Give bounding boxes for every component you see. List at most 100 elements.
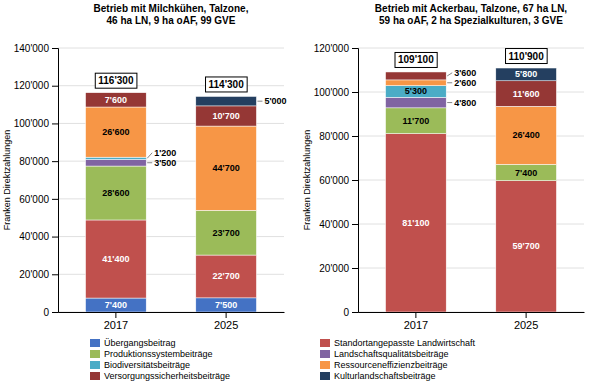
total-box xyxy=(506,49,548,64)
y-tick-label: 60'000 xyxy=(319,175,349,186)
total-box xyxy=(206,77,248,92)
chart-svg: 020'00040'00060'00080'000100'000120'0001… xyxy=(0,0,600,386)
y-tick: 60'000 xyxy=(19,194,58,205)
leader-line xyxy=(447,82,452,83)
data-label: 1'200 xyxy=(154,148,176,158)
y-tick-label: 0 xyxy=(43,307,49,318)
data-label: 4'800 xyxy=(454,98,476,108)
legend-swatch xyxy=(90,372,100,380)
panel: 020'00040'00060'00080'000100'000120'0002… xyxy=(302,3,585,331)
legend-label: Ressourceneffizienzbeiträge xyxy=(334,360,447,370)
chart-title: Betrieb mit Milchkühen, Talzone,46 ha LN… xyxy=(94,3,249,26)
y-tick-mark xyxy=(52,48,58,49)
bar-segment xyxy=(386,108,447,134)
bar-segment xyxy=(196,96,257,105)
y-tick-mark xyxy=(52,123,58,124)
legend-swatch xyxy=(90,339,100,347)
grid-line xyxy=(58,48,284,49)
x-tick-mark xyxy=(115,312,116,318)
legend-item: Landschaftsqualitätsbeiträge xyxy=(320,349,449,359)
y-tick-label: 20'000 xyxy=(319,263,349,274)
x-tick-mark xyxy=(415,312,416,318)
y-tick-label: 0 xyxy=(343,307,349,318)
legend-swatch xyxy=(320,361,330,369)
x-axis: 2017 2025 xyxy=(59,312,285,331)
leader-line xyxy=(257,101,262,102)
y-tick: 80'000 xyxy=(319,131,358,142)
leader-line xyxy=(447,73,452,76)
y-tick: 40'000 xyxy=(19,231,58,242)
data-label: 7'400 xyxy=(515,168,537,178)
bar-segment xyxy=(386,86,447,98)
bar-segment xyxy=(86,107,147,157)
bar-segment xyxy=(386,80,447,86)
bar-segment xyxy=(196,255,257,298)
total-label: 110'900 xyxy=(509,51,545,62)
y-tick-mark xyxy=(352,224,358,225)
y-tick-label: 40'000 xyxy=(319,219,349,230)
data-label: 7'600 xyxy=(105,95,127,105)
grid xyxy=(58,48,284,312)
legend-item: Ressourceneffizienzbeiträge xyxy=(320,360,447,370)
data-label: 7'500 xyxy=(215,300,237,310)
chart-title-line: Betrieb mit Milchkühen, Talzone, xyxy=(94,3,249,14)
data-label: 2'600 xyxy=(454,78,476,88)
legend-swatch xyxy=(320,372,330,380)
data-label: 23'700 xyxy=(213,228,240,238)
y-tick-label: 80'000 xyxy=(19,156,49,167)
bar-segment xyxy=(496,181,557,312)
x-tick-mark xyxy=(226,312,227,318)
leader-line xyxy=(147,162,152,163)
chart-container: 020'00040'00060'00080'000100'000120'0001… xyxy=(0,0,600,386)
y-tick: 100'000 xyxy=(314,87,358,98)
bar-segment xyxy=(196,298,257,312)
y-tick: 140'000 xyxy=(14,43,58,54)
data-label: 59'700 xyxy=(513,241,540,251)
leader-line xyxy=(447,102,452,103)
y-tick-mark xyxy=(52,237,58,238)
total-label: 109'100 xyxy=(398,54,434,65)
x-tick-mark xyxy=(526,312,527,318)
bar-segment xyxy=(496,164,557,180)
bar-segment xyxy=(196,106,257,126)
data-label: 5'000 xyxy=(264,96,286,106)
panel: 020'00040'00060'00080'000100'000120'0001… xyxy=(2,3,287,331)
data-label: 3'600 xyxy=(454,68,476,78)
grid-line xyxy=(58,85,284,86)
bar-segment xyxy=(496,81,557,107)
chart-title: Betrieb mit Ackerbau, Talzone, 67 ha LN,… xyxy=(375,3,567,26)
x-axis: 20172025 xyxy=(359,312,585,331)
y-tick-mark xyxy=(52,161,58,162)
bar-segment xyxy=(196,210,257,255)
data-label: 44'700 xyxy=(213,163,240,173)
y-tick: 40'000 xyxy=(319,219,358,230)
data-label: 7'400 xyxy=(105,300,127,310)
y-tick-label: 40'000 xyxy=(19,231,49,242)
y-tick-label: 140'000 xyxy=(14,43,50,54)
legend-item: Kulturlandschaftsbeiträge xyxy=(320,371,436,381)
y-tick-mark xyxy=(52,274,58,275)
legend-item: Produktionssystembeiträge xyxy=(90,349,213,359)
y-tick-mark xyxy=(352,92,358,93)
data-label: 81'100 xyxy=(402,218,429,228)
total-label: 116'300 xyxy=(98,75,134,86)
y-tick-label: 60'000 xyxy=(19,194,49,205)
data-label: 28'600 xyxy=(102,188,129,198)
chart-title-line: 59 ha oAF, 2 ha Spezialkulturen, 3 GVE xyxy=(379,15,563,26)
total-label: 114'300 xyxy=(209,79,245,90)
legend-item: Versorgungssicherheitsbeiträge xyxy=(90,371,230,381)
totals: 116'300 114'300 xyxy=(95,73,247,92)
x-tick-label: 2025 xyxy=(514,319,538,331)
x-tick-label: 2017 xyxy=(104,319,128,331)
bar-segment xyxy=(386,72,447,80)
y-tick-label: 100'000 xyxy=(14,118,50,129)
total-box xyxy=(395,52,437,67)
x-tick-label: 2025 xyxy=(214,319,238,331)
legend-label: Übergangsbeitrag xyxy=(104,338,176,348)
y-tick: 60'000 xyxy=(319,175,358,186)
y-tick-mark xyxy=(352,312,358,313)
y-tick-label: 80'000 xyxy=(319,131,349,142)
y-tick-mark xyxy=(352,136,358,137)
bars xyxy=(386,68,557,312)
legend-swatch xyxy=(90,361,100,369)
